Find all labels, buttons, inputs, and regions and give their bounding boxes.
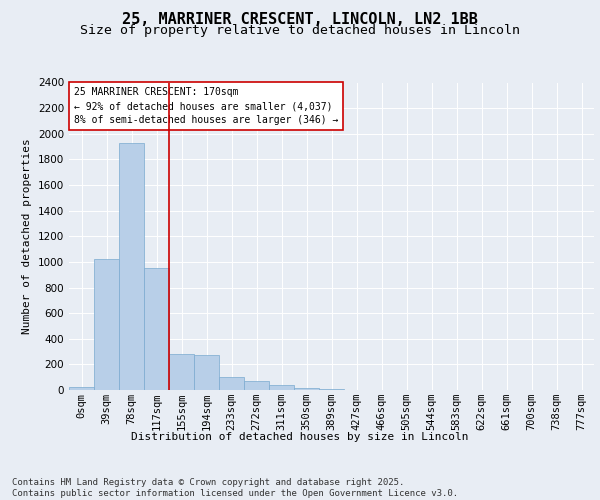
Text: Contains HM Land Registry data © Crown copyright and database right 2025.
Contai: Contains HM Land Registry data © Crown c… (12, 478, 458, 498)
Text: 25 MARRINER CRESCENT: 170sqm
← 92% of detached houses are smaller (4,037)
8% of : 25 MARRINER CRESCENT: 170sqm ← 92% of de… (74, 87, 338, 125)
Bar (194, 356, 219, 390)
Bar (169, 354, 194, 390)
Bar (219, 376, 244, 390)
Bar (244, 381, 269, 390)
Text: 25, MARRINER CRESCENT, LINCOLN, LN2 1BB: 25, MARRINER CRESCENT, LINCOLN, LN2 1BB (122, 12, 478, 28)
Bar (269, 385, 294, 390)
Bar (144, 268, 169, 390)
Bar (319, 389, 344, 390)
Bar (94, 258, 119, 390)
Bar (69, 387, 94, 390)
Bar (119, 144, 144, 390)
Y-axis label: Number of detached properties: Number of detached properties (22, 138, 32, 334)
Bar (294, 388, 319, 390)
Text: Size of property relative to detached houses in Lincoln: Size of property relative to detached ho… (80, 24, 520, 37)
Text: Distribution of detached houses by size in Lincoln: Distribution of detached houses by size … (131, 432, 469, 442)
